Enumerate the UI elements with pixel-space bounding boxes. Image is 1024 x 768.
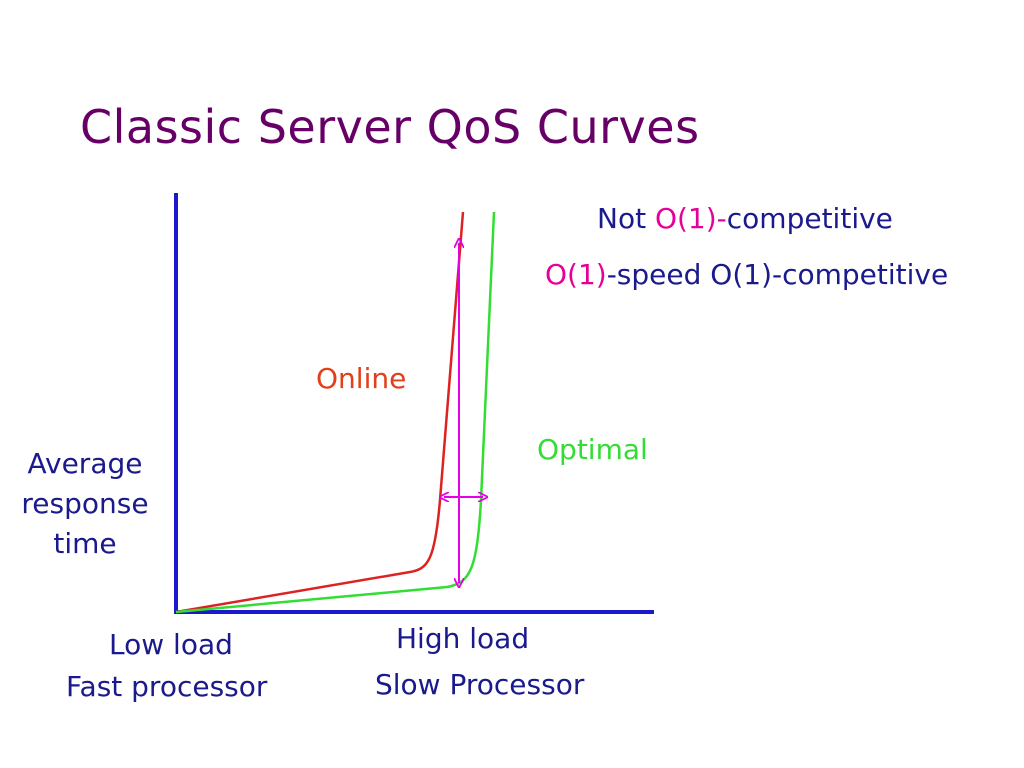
x-axis-left-label-line2: Fast processor: [66, 670, 268, 703]
online-curve-label: Online: [316, 362, 407, 395]
optimal-curve: [175, 211, 496, 614]
legend-line2-suffix: -speed O(1)-competitive: [606, 258, 949, 291]
x-axis-right-label-line1: High load: [396, 622, 530, 655]
x-axis-left-label-line1: Low load: [109, 628, 233, 661]
y-axis-label: Average response time: [0, 444, 170, 564]
legend-line2-highlight: O(1): [545, 258, 607, 291]
y-axis-label-line: Average: [27, 447, 143, 480]
online-curve: [175, 211, 465, 614]
y-axis-label-line: response: [21, 487, 149, 520]
optimal-curve-label: Optimal: [537, 433, 648, 466]
legend-line1-highlight: O(1)-: [654, 202, 727, 235]
legend-not-competitive: Not O(1)-competitive: [597, 202, 893, 235]
legend-line1-prefix: Not: [597, 202, 655, 235]
legend-speed-competitive: O(1)-speed O(1)-competitive: [545, 258, 948, 291]
x-axis-right-label-line2: Slow Processor: [375, 668, 585, 701]
y-axis-label-line: time: [53, 527, 117, 560]
legend-line1-suffix: competitive: [726, 202, 893, 235]
slide-title: Classic Server QoS Curves: [80, 100, 700, 154]
